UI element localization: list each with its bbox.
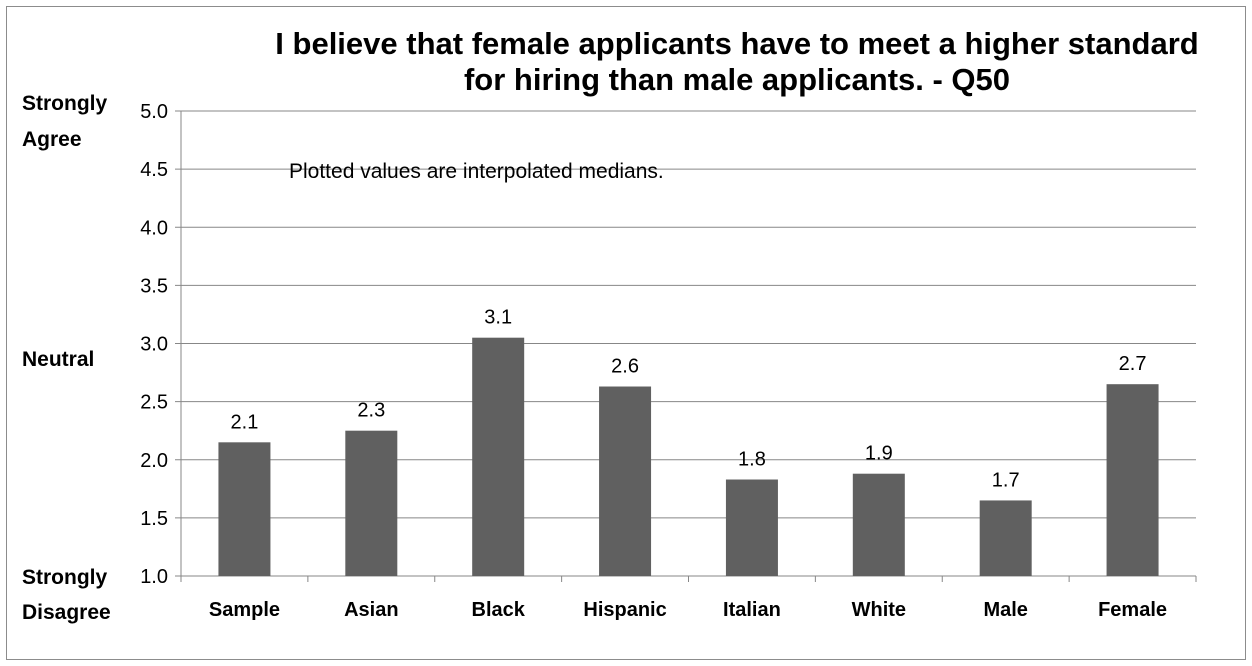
y-tick-label: 1.0 [140, 566, 168, 588]
x-category-label: Hispanic [583, 599, 666, 621]
x-category-label: Male [983, 599, 1027, 621]
x-category-label: Asian [344, 599, 398, 621]
x-category-label: Black [472, 599, 526, 621]
y-anchor-top-line-1: Strongly [22, 92, 108, 115]
y-tick-label: 4.5 [140, 159, 168, 181]
bar-data-label: 2.1 [231, 411, 259, 433]
bar-data-label: 2.3 [357, 400, 385, 422]
y-anchor-top-line-2: Agree [22, 128, 82, 151]
y-tick-label: 3.0 [140, 334, 168, 356]
y-tick-label: 4.0 [140, 217, 168, 239]
bar [218, 442, 271, 576]
x-category-label: Sample [209, 599, 280, 621]
bar-data-label: 2.6 [611, 356, 639, 378]
plot-annotation: Plotted values are interpolated medians. [289, 160, 664, 183]
y-tick-label: 3.5 [140, 275, 168, 297]
bar [852, 473, 905, 576]
y-tick-label: 2.0 [140, 450, 168, 472]
bar-data-label: 1.7 [992, 469, 1020, 491]
bar [979, 500, 1032, 576]
x-category-label: Italian [723, 599, 781, 621]
x-category-label: White [852, 599, 906, 621]
y-anchor-bottom-line-1: Strongly [22, 566, 108, 589]
bar-data-label: 3.1 [484, 307, 512, 329]
bar [472, 337, 525, 576]
bar-data-label: 1.9 [865, 443, 893, 465]
bar-data-label: 1.8 [738, 449, 766, 471]
bar-data-label: 2.7 [1119, 353, 1147, 375]
chart-title-line-1: I believe that female applicants have to… [275, 26, 1199, 61]
y-tick-label: 5.0 [140, 101, 168, 123]
y-anchor-neutral: Neutral [22, 348, 95, 371]
bar [599, 386, 652, 576]
y-tick-label: 2.5 [140, 392, 168, 414]
chart-title-line-2: for hiring than male applicants. - Q50 [463, 62, 1011, 97]
bar [345, 430, 398, 576]
y-anchor-bottom-line-2: Disagree [22, 601, 111, 624]
y-tick-label: 1.5 [140, 508, 168, 530]
bar [1106, 384, 1159, 576]
x-category-label: Female [1098, 599, 1167, 621]
bar [725, 479, 778, 576]
